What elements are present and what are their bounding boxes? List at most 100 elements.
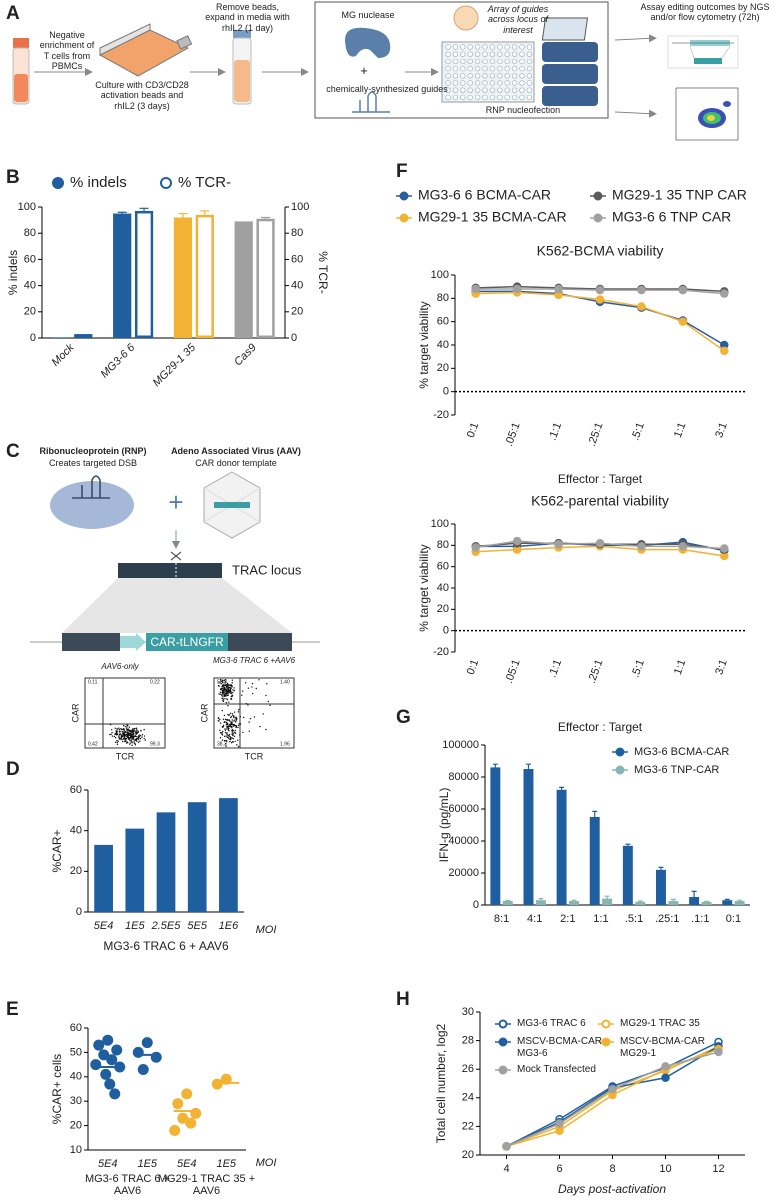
flow-event bbox=[230, 726, 233, 728]
flow-event bbox=[237, 724, 240, 727]
flow-event bbox=[225, 701, 228, 704]
x-axis-title: MG3-6 TRAC 6 + AAV6 bbox=[103, 939, 229, 953]
flow-event bbox=[227, 725, 229, 727]
x-tick-label: 1:1 bbox=[672, 658, 689, 676]
flow-event bbox=[114, 733, 116, 736]
flow-event bbox=[234, 740, 236, 742]
flow-event bbox=[129, 739, 131, 742]
flow-event bbox=[126, 735, 129, 737]
flow-event bbox=[120, 738, 122, 741]
well bbox=[526, 65, 533, 72]
y-tick-label: 0 bbox=[30, 332, 36, 344]
well bbox=[519, 73, 525, 79]
legend-marker bbox=[498, 1019, 508, 1029]
flow-event bbox=[140, 729, 142, 732]
legend-label: MSCV-BCMA-CAR MG29-1 bbox=[620, 1036, 706, 1059]
error-bar bbox=[625, 843, 631, 846]
flow-event bbox=[222, 699, 224, 702]
bar bbox=[523, 769, 534, 905]
flow-event bbox=[137, 737, 139, 740]
flow-event bbox=[126, 731, 129, 733]
y-tick-label: 0 bbox=[291, 332, 297, 344]
well bbox=[519, 58, 525, 65]
well bbox=[519, 44, 525, 50]
flow-event bbox=[136, 735, 138, 738]
bar bbox=[195, 214, 214, 338]
bar bbox=[94, 844, 113, 912]
flow-event bbox=[221, 694, 223, 696]
well bbox=[489, 65, 496, 72]
x-tick-label: 1:1 bbox=[672, 421, 689, 439]
flow-event bbox=[265, 728, 267, 731]
well bbox=[467, 80, 473, 86]
data-point bbox=[150, 1051, 162, 1063]
flow-event bbox=[258, 679, 260, 681]
flow-event bbox=[226, 698, 228, 701]
quadrant-value: 99.3 bbox=[150, 741, 160, 747]
flow-event bbox=[248, 721, 250, 723]
flow-event bbox=[221, 732, 223, 734]
data-point bbox=[141, 1037, 153, 1049]
y-tick-label: 100 bbox=[18, 201, 36, 213]
well bbox=[460, 80, 466, 86]
flow-event bbox=[109, 733, 111, 736]
y-tick-label: 20 bbox=[437, 603, 449, 615]
panel-letter: A bbox=[6, 3, 20, 24]
flow-event bbox=[237, 745, 240, 748]
insert-label: CAR-tLNGFR bbox=[150, 635, 224, 649]
well bbox=[474, 80, 481, 86]
x-tick-label: .1:1 bbox=[691, 913, 709, 925]
assay-label: Assay editing outcomes by NGS and/or flo… bbox=[640, 2, 770, 23]
flow-event bbox=[225, 721, 228, 724]
flow-event bbox=[118, 727, 120, 729]
error-bar bbox=[261, 216, 271, 219]
x-tick-label: .5:1 bbox=[625, 913, 643, 925]
flow-event bbox=[130, 736, 132, 739]
legend-label: MG3-6 TNP-CAR bbox=[634, 764, 719, 776]
flow-event bbox=[120, 728, 122, 730]
well bbox=[504, 80, 510, 86]
flow-event bbox=[232, 733, 235, 735]
data-point bbox=[678, 542, 688, 551]
group-label: MG3-6 TRAC 6 + AAV6 bbox=[84, 1173, 171, 1197]
flow-event bbox=[131, 729, 133, 732]
flow-event bbox=[220, 687, 223, 690]
rnp-title: Ribonucleoprotein (RNP) bbox=[39, 446, 147, 456]
flow-event bbox=[251, 682, 254, 685]
error-bar bbox=[637, 900, 643, 902]
flow-plot bbox=[213, 677, 295, 749]
data-point bbox=[109, 1088, 121, 1100]
well bbox=[467, 94, 473, 101]
y-tick-label: 0 bbox=[76, 906, 82, 918]
data-point bbox=[169, 1124, 181, 1136]
flow-event bbox=[233, 687, 235, 689]
flow-event bbox=[122, 738, 125, 740]
y-tick-label: 40 bbox=[24, 280, 36, 292]
data-point bbox=[678, 317, 688, 326]
data-point bbox=[555, 1126, 564, 1135]
flow-event bbox=[227, 705, 229, 707]
well bbox=[482, 94, 488, 101]
well bbox=[452, 58, 459, 65]
flow-event bbox=[228, 684, 230, 686]
well bbox=[511, 51, 518, 57]
flow-event bbox=[228, 689, 230, 691]
flow-event bbox=[228, 720, 231, 722]
data-point bbox=[98, 1049, 110, 1061]
well bbox=[504, 51, 510, 57]
x-tick-label: .5:1 bbox=[629, 658, 647, 679]
insertion-wedge bbox=[62, 578, 292, 633]
legend-label: % indels bbox=[70, 174, 127, 191]
y-tick-label: 40 bbox=[437, 582, 449, 594]
flow-event bbox=[123, 733, 126, 736]
flow-event bbox=[242, 690, 244, 692]
y-tick-label: 60 bbox=[437, 316, 449, 328]
well bbox=[511, 73, 518, 79]
data-point bbox=[185, 1117, 197, 1129]
flow-event bbox=[124, 725, 127, 728]
flow-event bbox=[111, 735, 114, 737]
flow-event bbox=[227, 687, 230, 689]
error-bar bbox=[200, 210, 210, 215]
flow-event bbox=[229, 688, 232, 691]
x-tick-label: .25:1 bbox=[655, 913, 679, 925]
